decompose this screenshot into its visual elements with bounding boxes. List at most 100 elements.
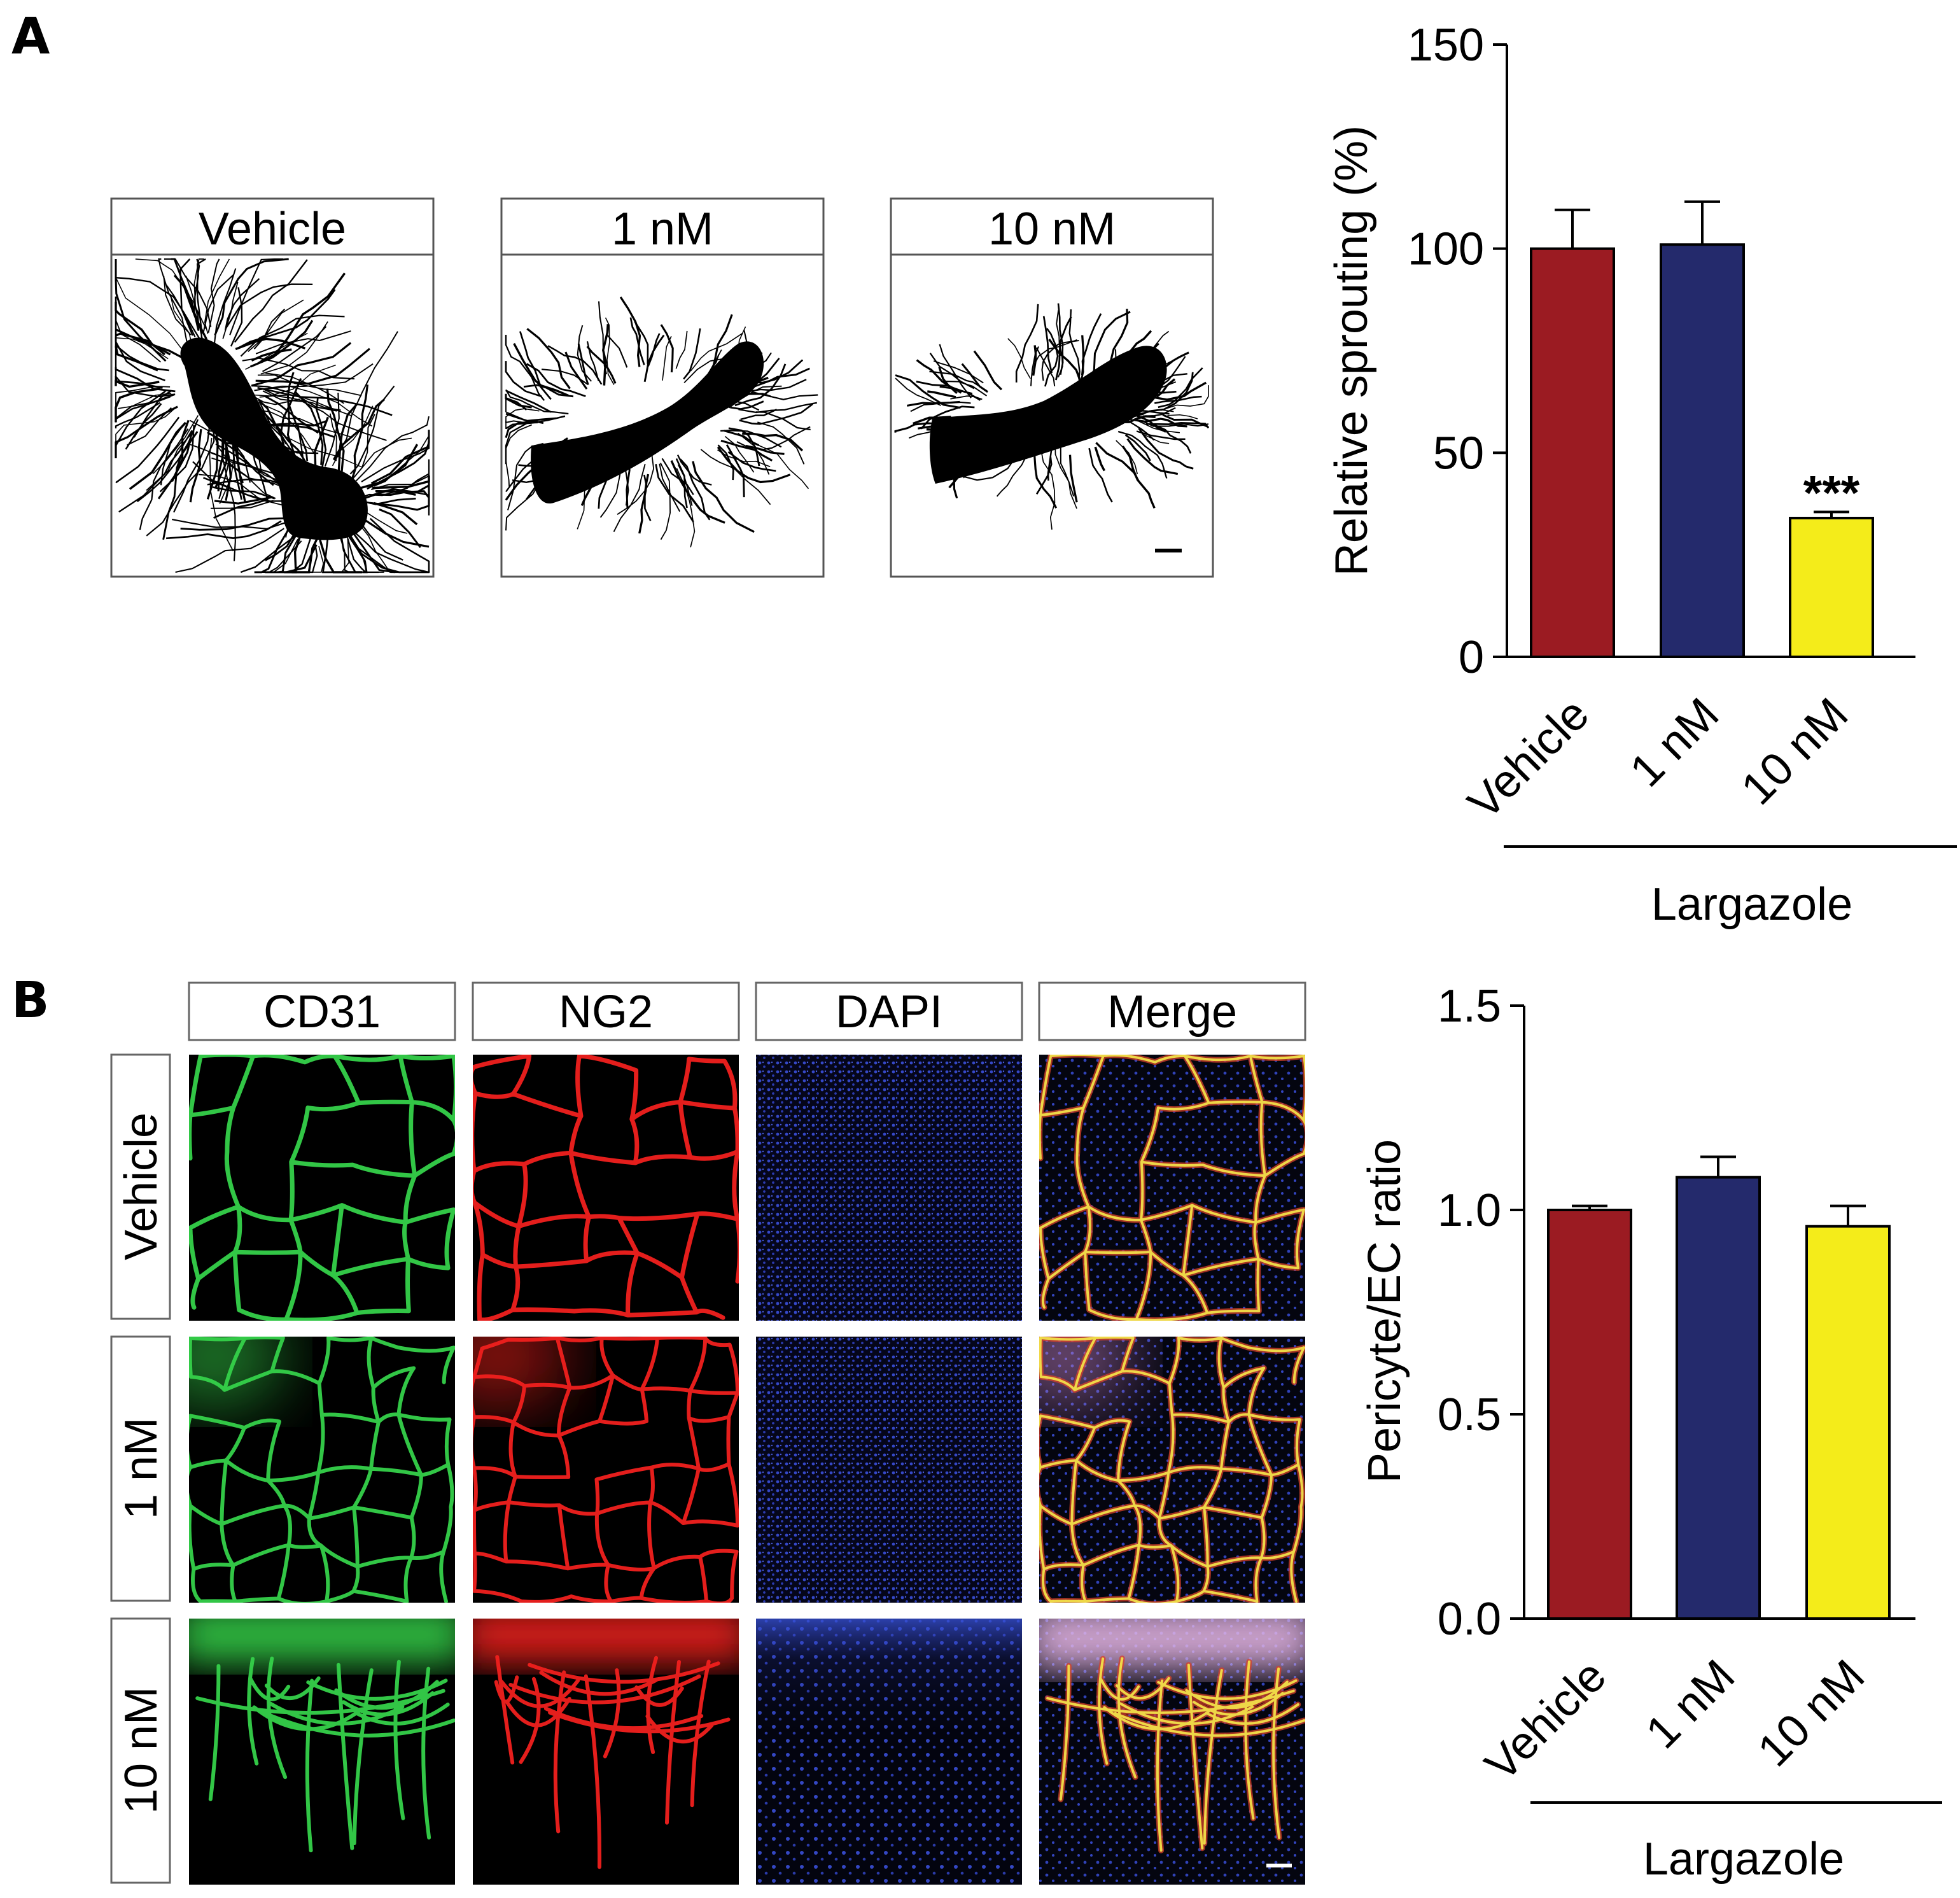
sprout-line [118,393,172,409]
sprout-line [1033,339,1077,370]
sprout-line [359,437,412,471]
sprout-line [744,437,809,489]
sprout-line [115,336,169,372]
sprout-line [361,524,403,561]
sprout-line [370,484,430,497]
y-tick-label: 0 [1459,632,1484,683]
sprout-line [1116,440,1138,474]
sprout-line [739,403,813,425]
micrograph-r2-c0 [189,1619,455,1885]
sprout-line [192,461,282,502]
sprout-line [324,393,340,467]
sprout-line [1142,407,1176,417]
sprout-line [724,435,755,473]
sprout-line [1041,339,1079,381]
sprout-line [895,377,941,406]
sprout-line [1044,328,1059,387]
sprout-line [643,474,652,521]
sprout-line [332,405,374,467]
sprout-line [361,437,430,482]
sprout-line [115,259,167,362]
sprout-line [225,283,313,329]
sprout-line [146,430,194,491]
chart-b-x-labels: Vehicle 1 nM 10 nM [1476,1650,1875,1791]
sprout-line [146,424,215,537]
column-header-dapi [755,981,1023,1041]
sprout-line [115,277,205,346]
sprout-line [300,545,325,573]
micrograph-r2-c3 [1039,1619,1305,1885]
micrograph-r2-c2 [756,1619,1022,1885]
sprout-line [1042,316,1053,374]
image-label-1nm: 1 nM [612,204,713,255]
sprout-line [166,520,282,540]
sprout-line [647,333,661,367]
significance-marker: *** [1803,466,1860,520]
row-header-10nm [110,1617,171,1884]
sprout-line [359,444,419,489]
sprout-line [262,390,387,441]
sprout-line [115,407,176,447]
sprout-line [199,474,283,506]
image-label-vehicle: Vehicle [199,204,346,255]
panel-a-letter: A [11,8,50,66]
sprout-line [255,330,351,355]
sprout-line [256,401,315,454]
sprout-line [1007,338,1031,379]
sprout-line [1167,414,1198,419]
sprout-line [933,360,984,384]
sprout-line [1054,443,1077,509]
chart-b-group-label: Largazole [1643,1834,1844,1885]
sprout-line [115,387,161,423]
sprout-line [913,416,951,425]
sprout-line [115,376,163,389]
sprout-line [347,538,379,573]
sprout-line [262,326,327,372]
column-label-dapi: DAPI [836,987,942,1037]
sprout-line [1162,414,1209,428]
sprout-line [675,330,688,369]
y-tick-label: 100 [1408,224,1484,275]
sprout-line [1156,378,1176,398]
sprout-line [207,258,220,334]
chart-b: 0.0 0.5 1.0 1.5 Vehicle 1 nM 10 nM Pericyte/E… [1359,981,1942,1885]
sprout-line [724,430,760,447]
sprout-line [894,422,938,433]
chart-a-y-label: Relative sprouting (%) [1326,125,1377,576]
sprout-line [605,317,615,385]
sprout-line [659,463,681,512]
sprout-line [372,475,430,489]
sprout-line [162,431,199,540]
bar-0 [1530,247,1615,658]
sprout-line [223,441,274,486]
sprout-line [1057,303,1064,376]
explant-10nm [929,346,1167,484]
sprout-line [1079,313,1102,384]
sprout-line [564,351,588,390]
sprout-line [1095,442,1140,481]
sprout-line [139,428,189,530]
micrograph-r1-c0 [189,1337,455,1603]
sprout-line [1135,418,1187,428]
sprout-line [189,429,202,503]
sprout-line [676,468,696,548]
micrograph-r2-c1 [473,1619,739,1885]
sprout-line [352,414,375,480]
sprout-line [333,331,398,461]
bar-2 [1805,1225,1891,1620]
micrograph-r1-c2 [756,1337,1022,1603]
sprout-line [115,346,158,372]
sprout-line [513,342,569,397]
scale-bar-a [1155,549,1182,552]
y-tick-label: 1.5 [1438,981,1501,1032]
sprout-line [251,342,352,387]
bar-1 [1676,1176,1761,1620]
sprout-line [1127,409,1174,419]
sprout-line [1088,311,1131,381]
sprout-line [374,502,418,526]
sprout-line [617,455,655,515]
sprout-line [755,411,811,431]
sprout-line [643,334,665,383]
sprout-line [185,276,207,330]
